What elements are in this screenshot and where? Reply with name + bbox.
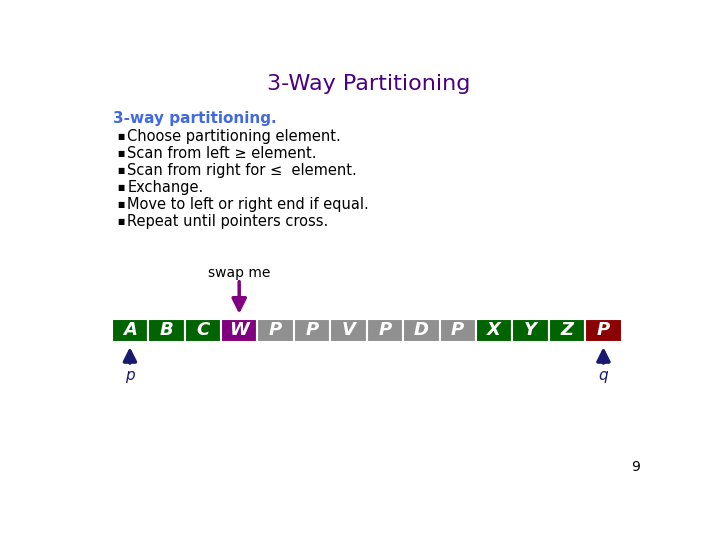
Text: X: X [487,321,501,340]
Text: ■: ■ [117,183,125,192]
Text: 3-way partitioning.: 3-way partitioning. [113,111,277,126]
Text: ■: ■ [117,200,125,208]
Text: Y: Y [524,321,537,340]
Text: P: P [451,321,464,340]
Text: W: W [229,321,249,340]
FancyBboxPatch shape [549,319,585,342]
FancyBboxPatch shape [112,319,148,342]
FancyBboxPatch shape [513,319,549,342]
Text: P: P [378,321,392,340]
Text: Scan from right for ≤  element.: Scan from right for ≤ element. [127,163,357,178]
FancyBboxPatch shape [221,319,258,342]
Text: B: B [159,321,174,340]
FancyBboxPatch shape [439,319,476,342]
Text: P: P [597,321,610,340]
Text: ■: ■ [117,132,125,141]
FancyBboxPatch shape [148,319,184,342]
FancyBboxPatch shape [585,319,621,342]
Text: Z: Z [560,321,574,340]
Text: Repeat until pointers cross.: Repeat until pointers cross. [127,214,328,228]
Text: ■: ■ [117,217,125,226]
FancyBboxPatch shape [184,319,221,342]
Text: Move to left or right end if equal.: Move to left or right end if equal. [127,197,369,212]
Text: ■: ■ [117,166,125,175]
Text: Choose partitioning element.: Choose partitioning element. [127,129,341,144]
FancyBboxPatch shape [403,319,439,342]
Text: V: V [341,321,356,340]
Text: A: A [123,321,137,340]
Text: 3-Way Partitioning: 3-Way Partitioning [267,74,471,94]
FancyBboxPatch shape [330,319,366,342]
Text: P: P [305,321,319,340]
FancyBboxPatch shape [258,319,294,342]
Text: ■: ■ [117,149,125,158]
FancyBboxPatch shape [476,319,513,342]
Text: swap me: swap me [208,266,271,280]
Text: p: p [125,368,135,383]
Text: D: D [414,321,429,340]
Text: C: C [196,321,210,340]
FancyBboxPatch shape [294,319,330,342]
Text: Exchange.: Exchange. [127,180,204,195]
Text: 9: 9 [631,461,640,475]
Text: Scan from left ≥ element.: Scan from left ≥ element. [127,146,317,161]
Text: P: P [269,321,282,340]
FancyBboxPatch shape [366,319,403,342]
Text: q: q [598,368,608,383]
